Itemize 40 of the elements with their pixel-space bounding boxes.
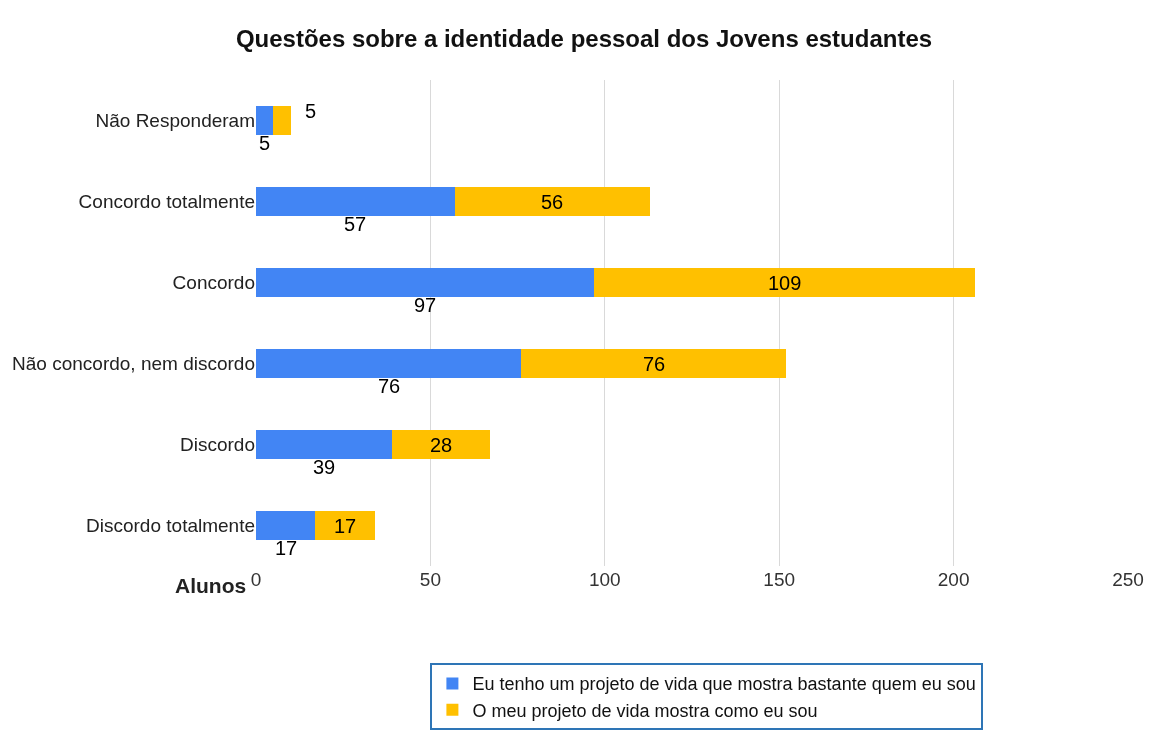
data-label: 28	[430, 434, 453, 456]
bar	[521, 349, 787, 378]
x-tick-label: 250	[1112, 569, 1144, 590]
bar	[392, 430, 490, 459]
x-tick-label: 0	[250, 569, 262, 590]
x-axis-title: Alunos	[175, 574, 247, 597]
data-label: 56	[541, 191, 564, 213]
y-tick-label: Discordo	[180, 434, 255, 456]
x-tick-label: 200	[937, 569, 970, 590]
data-label: 76	[378, 375, 401, 397]
data-label: 109	[768, 272, 802, 294]
bar	[256, 187, 455, 216]
bar	[454, 187, 651, 216]
x-tick-label: 50	[419, 569, 441, 590]
data-label: 17	[275, 537, 298, 559]
y-tick-label: Discordo totalmente	[86, 515, 255, 537]
bar	[256, 349, 522, 378]
data-label: 97	[414, 294, 437, 316]
y-tick-label: Não Responderam	[95, 110, 255, 132]
data-label: 5	[305, 100, 317, 122]
y-tick-label: Concordo	[172, 272, 255, 294]
bar	[256, 511, 316, 540]
bar	[256, 430, 393, 459]
bar	[256, 268, 595, 297]
bar	[315, 511, 375, 540]
x-tick-label: 100	[588, 569, 621, 590]
bar	[256, 106, 274, 135]
bar	[594, 268, 975, 297]
data-label: 17	[334, 515, 357, 537]
legend-label: O meu projeto de vida mostra como eu sou	[472, 700, 818, 721]
bar	[273, 106, 291, 135]
y-tick-label: Concordo totalmente	[78, 191, 255, 213]
data-label: 5	[259, 132, 271, 154]
x-tick-label: 150	[763, 569, 796, 590]
chart-title: Questões sobre a identidade pessoal dos Jovens estudantes	[235, 25, 933, 53]
y-tick-label: Não concordo, nem discordo	[12, 353, 255, 375]
data-label: 39	[313, 456, 336, 478]
legend-label: Eu tenho um projeto de vida que mostra bastante quem eu sou	[472, 674, 976, 695]
data-label: 57	[344, 213, 367, 235]
data-label: 76	[643, 353, 666, 375]
